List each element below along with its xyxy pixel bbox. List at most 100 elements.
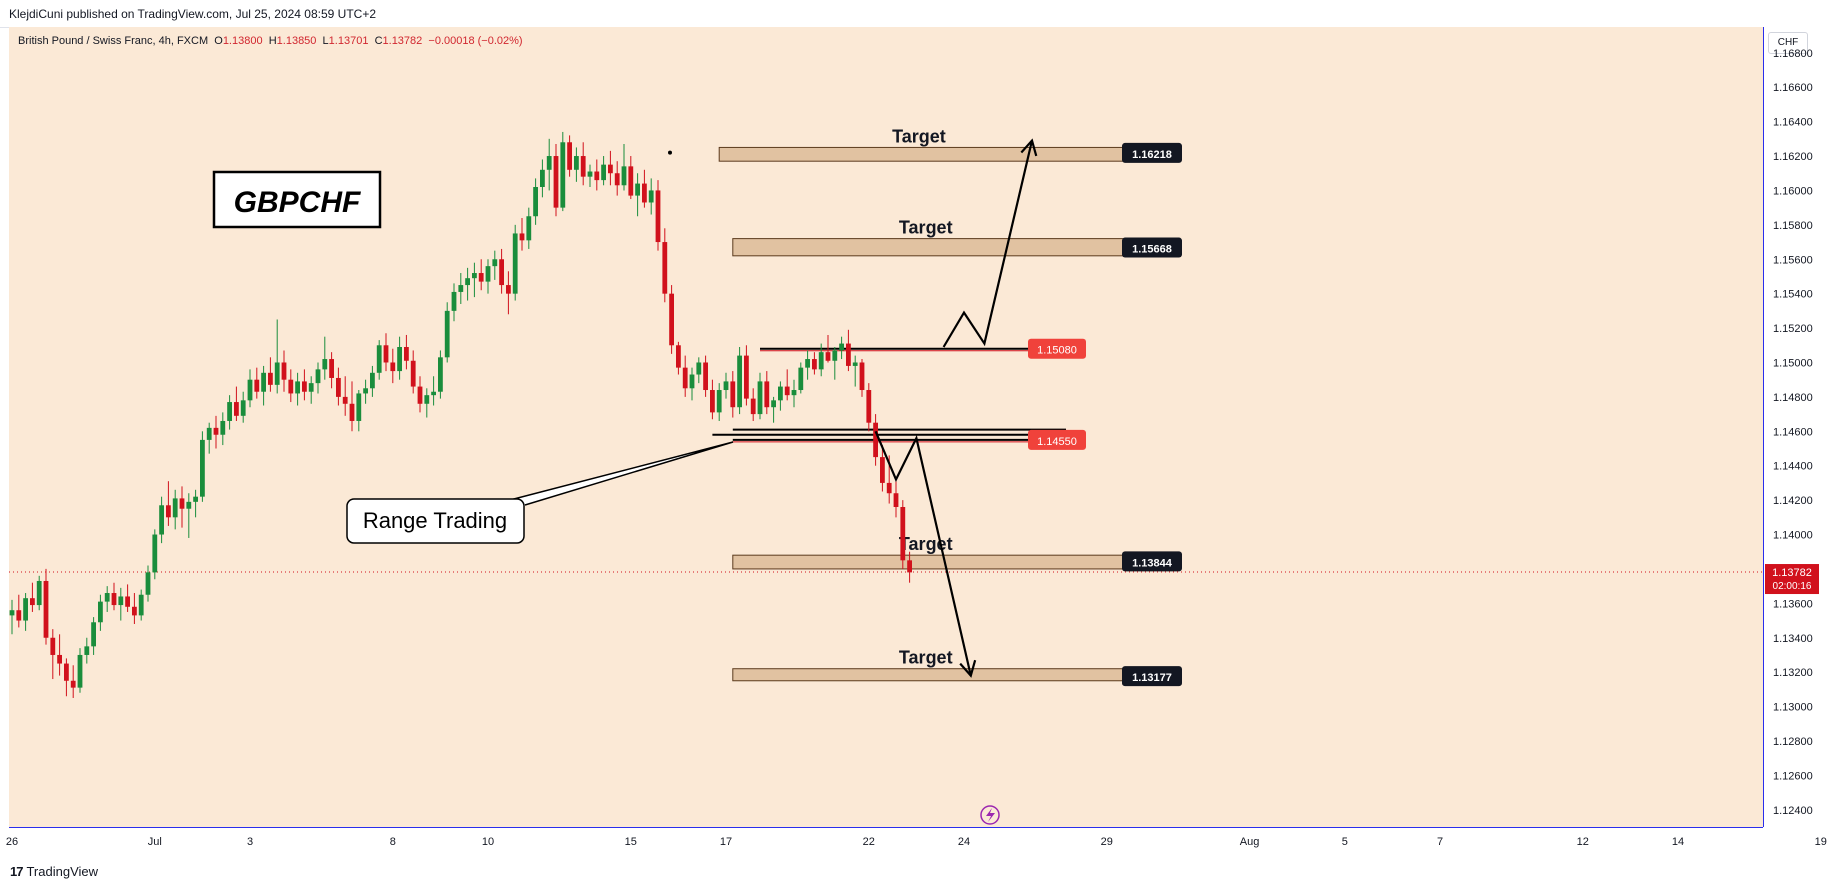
price-tick-label: 1.15800 bbox=[1773, 220, 1813, 232]
close-label: C bbox=[374, 35, 383, 47]
candle-body bbox=[104, 593, 110, 602]
candle-body bbox=[730, 381, 736, 408]
candle-body bbox=[220, 420, 226, 435]
target-price-text: 1.13844 bbox=[1132, 557, 1173, 569]
candle-body bbox=[186, 501, 192, 509]
candle-body bbox=[757, 381, 763, 415]
current-price-text: 1.13782 bbox=[1772, 567, 1812, 579]
candle-body bbox=[349, 403, 355, 421]
target-price-badge bbox=[1122, 237, 1182, 258]
candle-body bbox=[315, 369, 321, 384]
time-tick-label: Jul bbox=[148, 836, 162, 848]
candle-body bbox=[546, 156, 552, 170]
target-zone bbox=[732, 668, 1126, 682]
candle-body bbox=[397, 347, 402, 372]
candle-body bbox=[771, 400, 776, 408]
candle-body bbox=[723, 381, 729, 391]
candle-body bbox=[308, 383, 314, 392]
candle-body bbox=[669, 293, 674, 346]
candle-body bbox=[791, 390, 797, 396]
symbol-title[interactable]: British Pound / Swiss Franc, 4h, FXCM bbox=[18, 35, 209, 47]
change-value: −0.00018 (−0.02%) bbox=[428, 35, 523, 47]
open-label: O bbox=[214, 35, 223, 47]
candle-body bbox=[261, 372, 266, 392]
price-tick-label: 1.16400 bbox=[1773, 117, 1813, 129]
candle-body bbox=[696, 362, 702, 375]
time-tick-label: Aug bbox=[1240, 836, 1260, 848]
candle-body bbox=[329, 359, 334, 378]
target-price-badge bbox=[1122, 551, 1182, 572]
time-tick-label: 3 bbox=[247, 836, 253, 848]
candle-body bbox=[193, 496, 198, 502]
candle-body bbox=[64, 663, 69, 681]
high-value: 1.13850 bbox=[276, 35, 317, 47]
candle-body bbox=[227, 402, 232, 421]
candle-body bbox=[832, 350, 838, 361]
target-label: Target bbox=[899, 648, 953, 668]
candle-body bbox=[846, 343, 851, 366]
candle-body bbox=[662, 242, 668, 294]
level-price-text: 1.15080 bbox=[1037, 345, 1077, 357]
candle-body bbox=[383, 345, 389, 363]
tradingview-brand[interactable]: 17 TradingView bbox=[10, 864, 98, 879]
candle-body bbox=[274, 362, 280, 385]
candle-body bbox=[492, 259, 498, 267]
candle-body bbox=[288, 379, 294, 394]
candle-body bbox=[703, 362, 708, 391]
candle-body bbox=[744, 355, 749, 399]
candle-body bbox=[635, 183, 640, 196]
candle-body bbox=[30, 598, 35, 606]
candle-body bbox=[342, 396, 348, 404]
price-tick-label: 1.14000 bbox=[1773, 530, 1813, 542]
price-tick-label: 1.13200 bbox=[1773, 667, 1813, 679]
candle-body bbox=[84, 646, 90, 655]
candle-body bbox=[268, 372, 273, 385]
candle-body bbox=[614, 173, 620, 186]
time-axis[interactable] bbox=[9, 827, 1763, 856]
candle-body bbox=[254, 379, 260, 392]
candle-body bbox=[519, 233, 525, 241]
target-price-text: 1.15668 bbox=[1132, 244, 1172, 256]
price-axis[interactable] bbox=[1763, 27, 1835, 827]
candle-body bbox=[424, 395, 430, 404]
target-label: Target bbox=[899, 534, 953, 554]
candle-body bbox=[57, 654, 62, 664]
candle-body bbox=[533, 187, 538, 217]
candle-body bbox=[750, 398, 756, 415]
candle-body bbox=[336, 377, 341, 397]
candle-body bbox=[376, 345, 382, 373]
time-tick-label: 8 bbox=[390, 836, 396, 848]
candle-body bbox=[594, 171, 600, 181]
candle-body bbox=[23, 598, 28, 621]
candle-body bbox=[689, 374, 695, 389]
candle-body bbox=[152, 534, 158, 573]
low-value: 1.13701 bbox=[328, 35, 369, 47]
candle-body bbox=[451, 291, 457, 311]
candle-body bbox=[138, 594, 144, 616]
price-tick-label: 1.14600 bbox=[1773, 426, 1813, 438]
time-tick-label: 14 bbox=[1672, 836, 1684, 848]
candle-body bbox=[444, 310, 450, 358]
time-tick-label: 12 bbox=[1577, 836, 1589, 848]
candle-body bbox=[43, 580, 49, 638]
price-tick-label: 1.12600 bbox=[1773, 770, 1813, 782]
candle-body bbox=[91, 622, 96, 647]
price-tick-label: 1.16200 bbox=[1773, 151, 1813, 163]
candle-body bbox=[485, 266, 491, 282]
target-price-text: 1.13177 bbox=[1132, 672, 1172, 684]
candle-body bbox=[506, 285, 511, 294]
candle-body bbox=[737, 355, 742, 408]
candle-body bbox=[240, 400, 246, 416]
target-label: Target bbox=[892, 126, 946, 146]
time-tick-label: 26 bbox=[6, 836, 18, 848]
candle-body bbox=[322, 359, 328, 370]
candle-body bbox=[608, 164, 613, 174]
currency-button[interactable]: CHF bbox=[1768, 32, 1808, 54]
price-tick-label: 1.16600 bbox=[1773, 82, 1813, 94]
candle-body bbox=[213, 427, 219, 435]
candle-body bbox=[805, 359, 810, 368]
events-icon[interactable] bbox=[980, 805, 1000, 825]
candle-body bbox=[621, 166, 627, 186]
candle-body bbox=[77, 654, 83, 688]
